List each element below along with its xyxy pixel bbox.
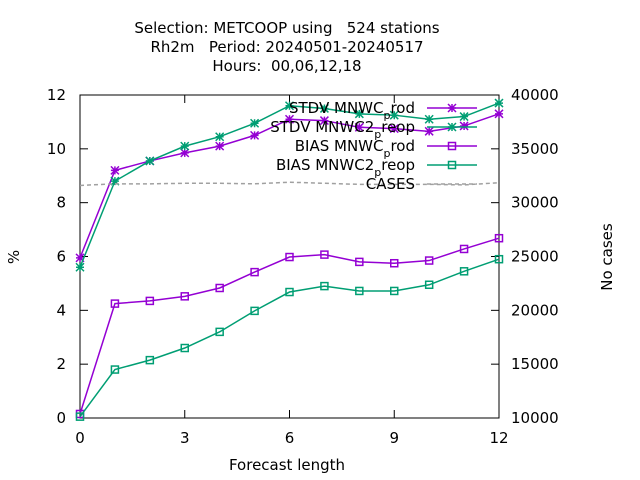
y2-axis-label: No cases: [598, 223, 616, 291]
star-marker: [215, 141, 225, 151]
star-marker: [424, 126, 434, 136]
legend-label: STDV MNWCprod: [289, 99, 415, 122]
y-tick-label: 6: [56, 248, 66, 266]
y2-tick-label: 10000: [511, 409, 559, 427]
star-marker: [354, 109, 364, 119]
star-marker: [459, 121, 469, 131]
square-marker: [494, 233, 504, 243]
square-marker: [145, 296, 155, 306]
y-tick-label: 10: [47, 140, 66, 158]
series-3: [75, 254, 504, 421]
square-marker: [180, 292, 189, 301]
square-marker: [424, 256, 434, 265]
square-marker: [424, 280, 434, 290]
star-marker: [284, 114, 295, 124]
x-tick-label: 9: [389, 429, 399, 447]
x-tick-label: 0: [75, 429, 85, 447]
y-tick-label: 12: [47, 86, 66, 104]
star-marker: [459, 112, 469, 122]
star-marker: [319, 116, 329, 126]
star-marker: [494, 109, 504, 119]
square-marker: [459, 267, 469, 276]
legend-label: STDV MNWC2preop: [270, 118, 415, 141]
x-tick-label: 6: [285, 429, 295, 447]
y-tick-label: 8: [56, 194, 66, 212]
y-tick-label: 0: [56, 409, 66, 427]
y-tick-label: 2: [56, 355, 66, 373]
star-marker: [447, 103, 457, 113]
x-tick-label: 3: [180, 429, 190, 447]
series-2: [75, 233, 504, 419]
y2-tick-label: 20000: [511, 301, 559, 319]
legend-label: BIAS MNWCprod: [295, 137, 415, 160]
star-marker: [354, 122, 364, 132]
star-marker: [389, 124, 399, 134]
y2-tick-label: 15000: [511, 355, 559, 373]
series-1: [75, 98, 504, 272]
legend-label: CASES: [366, 175, 415, 193]
square-marker: [494, 254, 504, 264]
square-marker: [215, 327, 224, 337]
square-marker: [180, 343, 189, 353]
title-line: Hours: 00,06,12,18: [212, 57, 361, 75]
star-marker: [180, 148, 190, 158]
star-marker: [250, 118, 260, 128]
square-marker: [110, 299, 120, 308]
legend-label: BIAS MNWC2preop: [276, 156, 415, 179]
title-line: Selection: METCOOP using 524 stations: [134, 19, 439, 37]
square-marker: [215, 283, 224, 293]
star-marker: [447, 122, 457, 132]
square-marker: [390, 286, 399, 296]
star-marker: [284, 101, 295, 111]
star-marker: [389, 110, 399, 120]
square-marker: [447, 160, 457, 170]
y2-tick-label: 30000: [511, 194, 559, 212]
x-axis-label: Forecast length: [229, 456, 345, 474]
y2-tick-label: 25000: [511, 248, 559, 266]
star-marker: [145, 156, 155, 166]
star-marker: [250, 130, 260, 140]
square-marker: [75, 412, 85, 421]
square-marker: [390, 258, 399, 268]
title-line: Rh2m Period: 20240501-20240517: [150, 38, 423, 56]
axes: 0 3 6 9 120246810121000015000200002500030000…: [47, 86, 559, 447]
star-marker: [424, 114, 434, 124]
square-marker: [285, 252, 294, 262]
square-marker: [447, 141, 457, 151]
y2-tick-label: 40000: [511, 86, 559, 104]
square-marker: [355, 286, 364, 296]
y-axis-label: %: [5, 250, 23, 264]
square-marker: [250, 267, 259, 277]
series-line: [79, 258, 500, 418]
square-marker: [250, 306, 259, 316]
square-marker: [285, 287, 294, 297]
star-marker: [319, 103, 329, 113]
star-marker: [180, 141, 190, 151]
square-marker: [320, 250, 329, 259]
series-line: [79, 237, 500, 415]
series-layer: [75, 98, 504, 421]
star-marker: [215, 132, 225, 142]
y-tick-label: 4: [56, 301, 66, 319]
square-marker: [459, 244, 469, 254]
x-tick-label: 12: [489, 429, 508, 447]
square-marker: [145, 355, 155, 365]
star-marker: [494, 98, 504, 108]
star-marker: [75, 253, 85, 263]
star-marker: [75, 262, 85, 272]
star-marker: [110, 165, 120, 175]
star-marker: [110, 176, 120, 186]
chart-title: Selection: METCOOP using 524 stationsRh2…: [134, 19, 439, 75]
square-marker: [320, 281, 329, 291]
square-marker: [110, 365, 120, 374]
square-marker: [355, 257, 364, 267]
y2-tick-label: 35000: [511, 140, 559, 158]
